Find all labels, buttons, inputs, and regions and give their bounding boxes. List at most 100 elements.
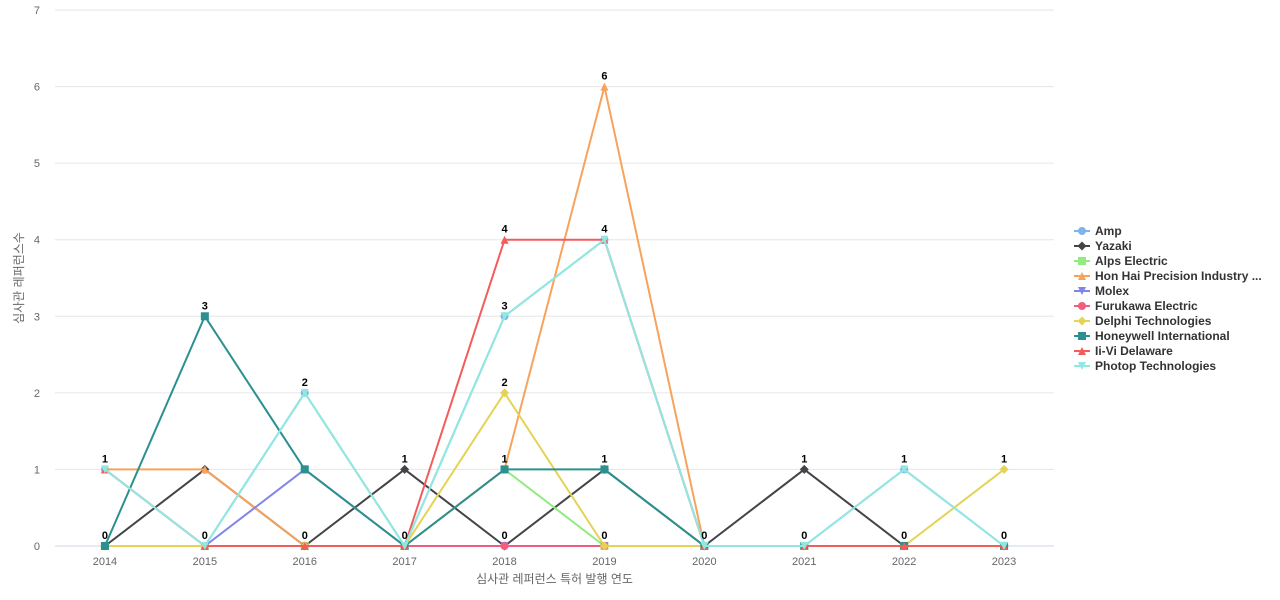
series-line xyxy=(104,468,1005,547)
point-marker xyxy=(900,465,909,474)
legend-item[interactable]: Furukawa Electric xyxy=(1074,299,1198,313)
point-marker xyxy=(1077,316,1087,326)
y-tick-label: 7 xyxy=(34,5,40,17)
data-label: 2 xyxy=(501,377,507,389)
x-tick-label: 2019 xyxy=(592,556,616,568)
data-label: 0 xyxy=(302,530,308,542)
point-marker xyxy=(600,465,609,474)
legend-item[interactable]: Yazaki xyxy=(1074,239,1132,253)
data-label: 0 xyxy=(1001,530,1007,542)
data-label: 0 xyxy=(701,530,707,542)
data-label: 0 xyxy=(402,530,408,542)
x-tick-label: 2015 xyxy=(193,556,217,568)
point-marker xyxy=(400,464,410,474)
point-marker xyxy=(700,542,709,550)
legend-label: Hon Hai Precision Industry ... xyxy=(1095,269,1262,283)
point-marker xyxy=(1078,257,1086,265)
x-tick-label: 2023 xyxy=(992,556,1016,568)
point-marker xyxy=(799,464,809,474)
point-marker xyxy=(100,465,109,474)
series-honeywell-international xyxy=(100,312,1009,550)
point-marker xyxy=(1000,542,1009,550)
legend-item[interactable]: Photop Technologies xyxy=(1074,359,1216,373)
x-tick-label: 2017 xyxy=(392,556,416,568)
point-marker xyxy=(500,542,509,550)
point-marker xyxy=(800,542,809,550)
legend-item[interactable]: Ii-Vi Delaware xyxy=(1074,344,1173,358)
point-marker xyxy=(200,542,209,550)
point-marker xyxy=(600,82,609,91)
point-marker xyxy=(300,542,309,550)
point-marker xyxy=(1078,287,1086,295)
data-label: 1 xyxy=(801,453,807,465)
x-tick-label: 2018 xyxy=(492,556,516,568)
point-marker xyxy=(600,235,609,244)
legend-item[interactable]: Molex xyxy=(1074,284,1129,298)
series-line xyxy=(104,315,1005,547)
data-labels: 1 0 3 0 2 0 1 0 4 0 3 2 1 6 0 4 1 0 1 0 1 0 1 0 xyxy=(102,71,1007,542)
y-tick-label: 2 xyxy=(34,388,40,400)
series-photop-technologies xyxy=(100,235,1009,550)
legend-label: Ii-Vi Delaware xyxy=(1095,344,1173,358)
data-label: 3 xyxy=(501,300,507,312)
point-marker xyxy=(200,465,209,474)
data-label: 0 xyxy=(601,530,607,542)
data-label: 1 xyxy=(402,453,408,465)
y-axis-title: 심사관 레퍼런스수 xyxy=(12,232,26,324)
data-label: 0 xyxy=(202,530,208,542)
data-label: 0 xyxy=(501,530,507,542)
x-axis-title: 심사관 레퍼런스 특허 발행 연도 xyxy=(476,571,633,586)
legend-label: Photop Technologies xyxy=(1095,359,1216,373)
data-label: 1 xyxy=(501,453,507,465)
point-marker xyxy=(1078,347,1086,355)
point-marker xyxy=(100,542,109,550)
point-marker xyxy=(500,235,509,244)
data-label: 1 xyxy=(102,453,108,465)
legend-item[interactable]: Hon Hai Precision Industry ... xyxy=(1074,269,1262,283)
point-marker xyxy=(300,388,309,397)
legend-item[interactable]: Delphi Technologies xyxy=(1074,314,1212,328)
point-marker xyxy=(400,542,409,550)
x-tick-label: 2020 xyxy=(692,556,716,568)
data-label: 1 xyxy=(601,453,607,465)
series-line xyxy=(104,238,1005,547)
point-marker xyxy=(599,541,609,551)
data-label: 4 xyxy=(501,224,508,236)
legend-item[interactable]: Honeywell International xyxy=(1074,329,1230,343)
data-label: 3 xyxy=(202,300,208,312)
legend-label: Delphi Technologies xyxy=(1095,314,1212,328)
legend-label: Alps Electric xyxy=(1095,254,1168,268)
data-label: 6 xyxy=(601,71,607,83)
point-marker xyxy=(200,312,209,321)
point-marker xyxy=(500,312,509,321)
legend-label: Molex xyxy=(1095,284,1129,298)
legend-label: Honeywell International xyxy=(1095,329,1230,343)
y-tick-label: 3 xyxy=(34,311,40,323)
y-tick-label: 1 xyxy=(34,464,40,476)
data-label: 2 xyxy=(302,377,308,389)
data-label: 0 xyxy=(801,530,807,542)
x-axis-ticks: 2014 2015 2016 2017 2018 2019 2020 2021 2022 2023 xyxy=(93,556,1017,568)
point-marker xyxy=(900,542,909,550)
data-label: 0 xyxy=(901,530,907,542)
x-tick-label: 2014 xyxy=(93,556,117,568)
y-tick-label: 0 xyxy=(34,541,40,553)
legend-item[interactable]: Alps Electric xyxy=(1074,254,1168,268)
x-tick-label: 2021 xyxy=(792,556,816,568)
y-tick-label: 5 xyxy=(34,158,40,170)
data-label: 1 xyxy=(901,453,907,465)
point-marker xyxy=(1078,272,1086,280)
point-marker xyxy=(500,388,510,398)
point-marker xyxy=(1078,332,1086,340)
y-tick-label: 4 xyxy=(34,235,40,247)
point-marker xyxy=(1078,362,1086,370)
y-axis-ticks: 0 1 2 3 4 5 6 7 xyxy=(34,5,40,553)
series-line xyxy=(104,238,1005,547)
legend-label: Furukawa Electric xyxy=(1095,299,1198,313)
point-marker xyxy=(1078,227,1086,235)
point-marker xyxy=(999,464,1009,474)
x-tick-label: 2022 xyxy=(892,556,916,568)
legend-item[interactable]: Amp xyxy=(1074,224,1122,238)
